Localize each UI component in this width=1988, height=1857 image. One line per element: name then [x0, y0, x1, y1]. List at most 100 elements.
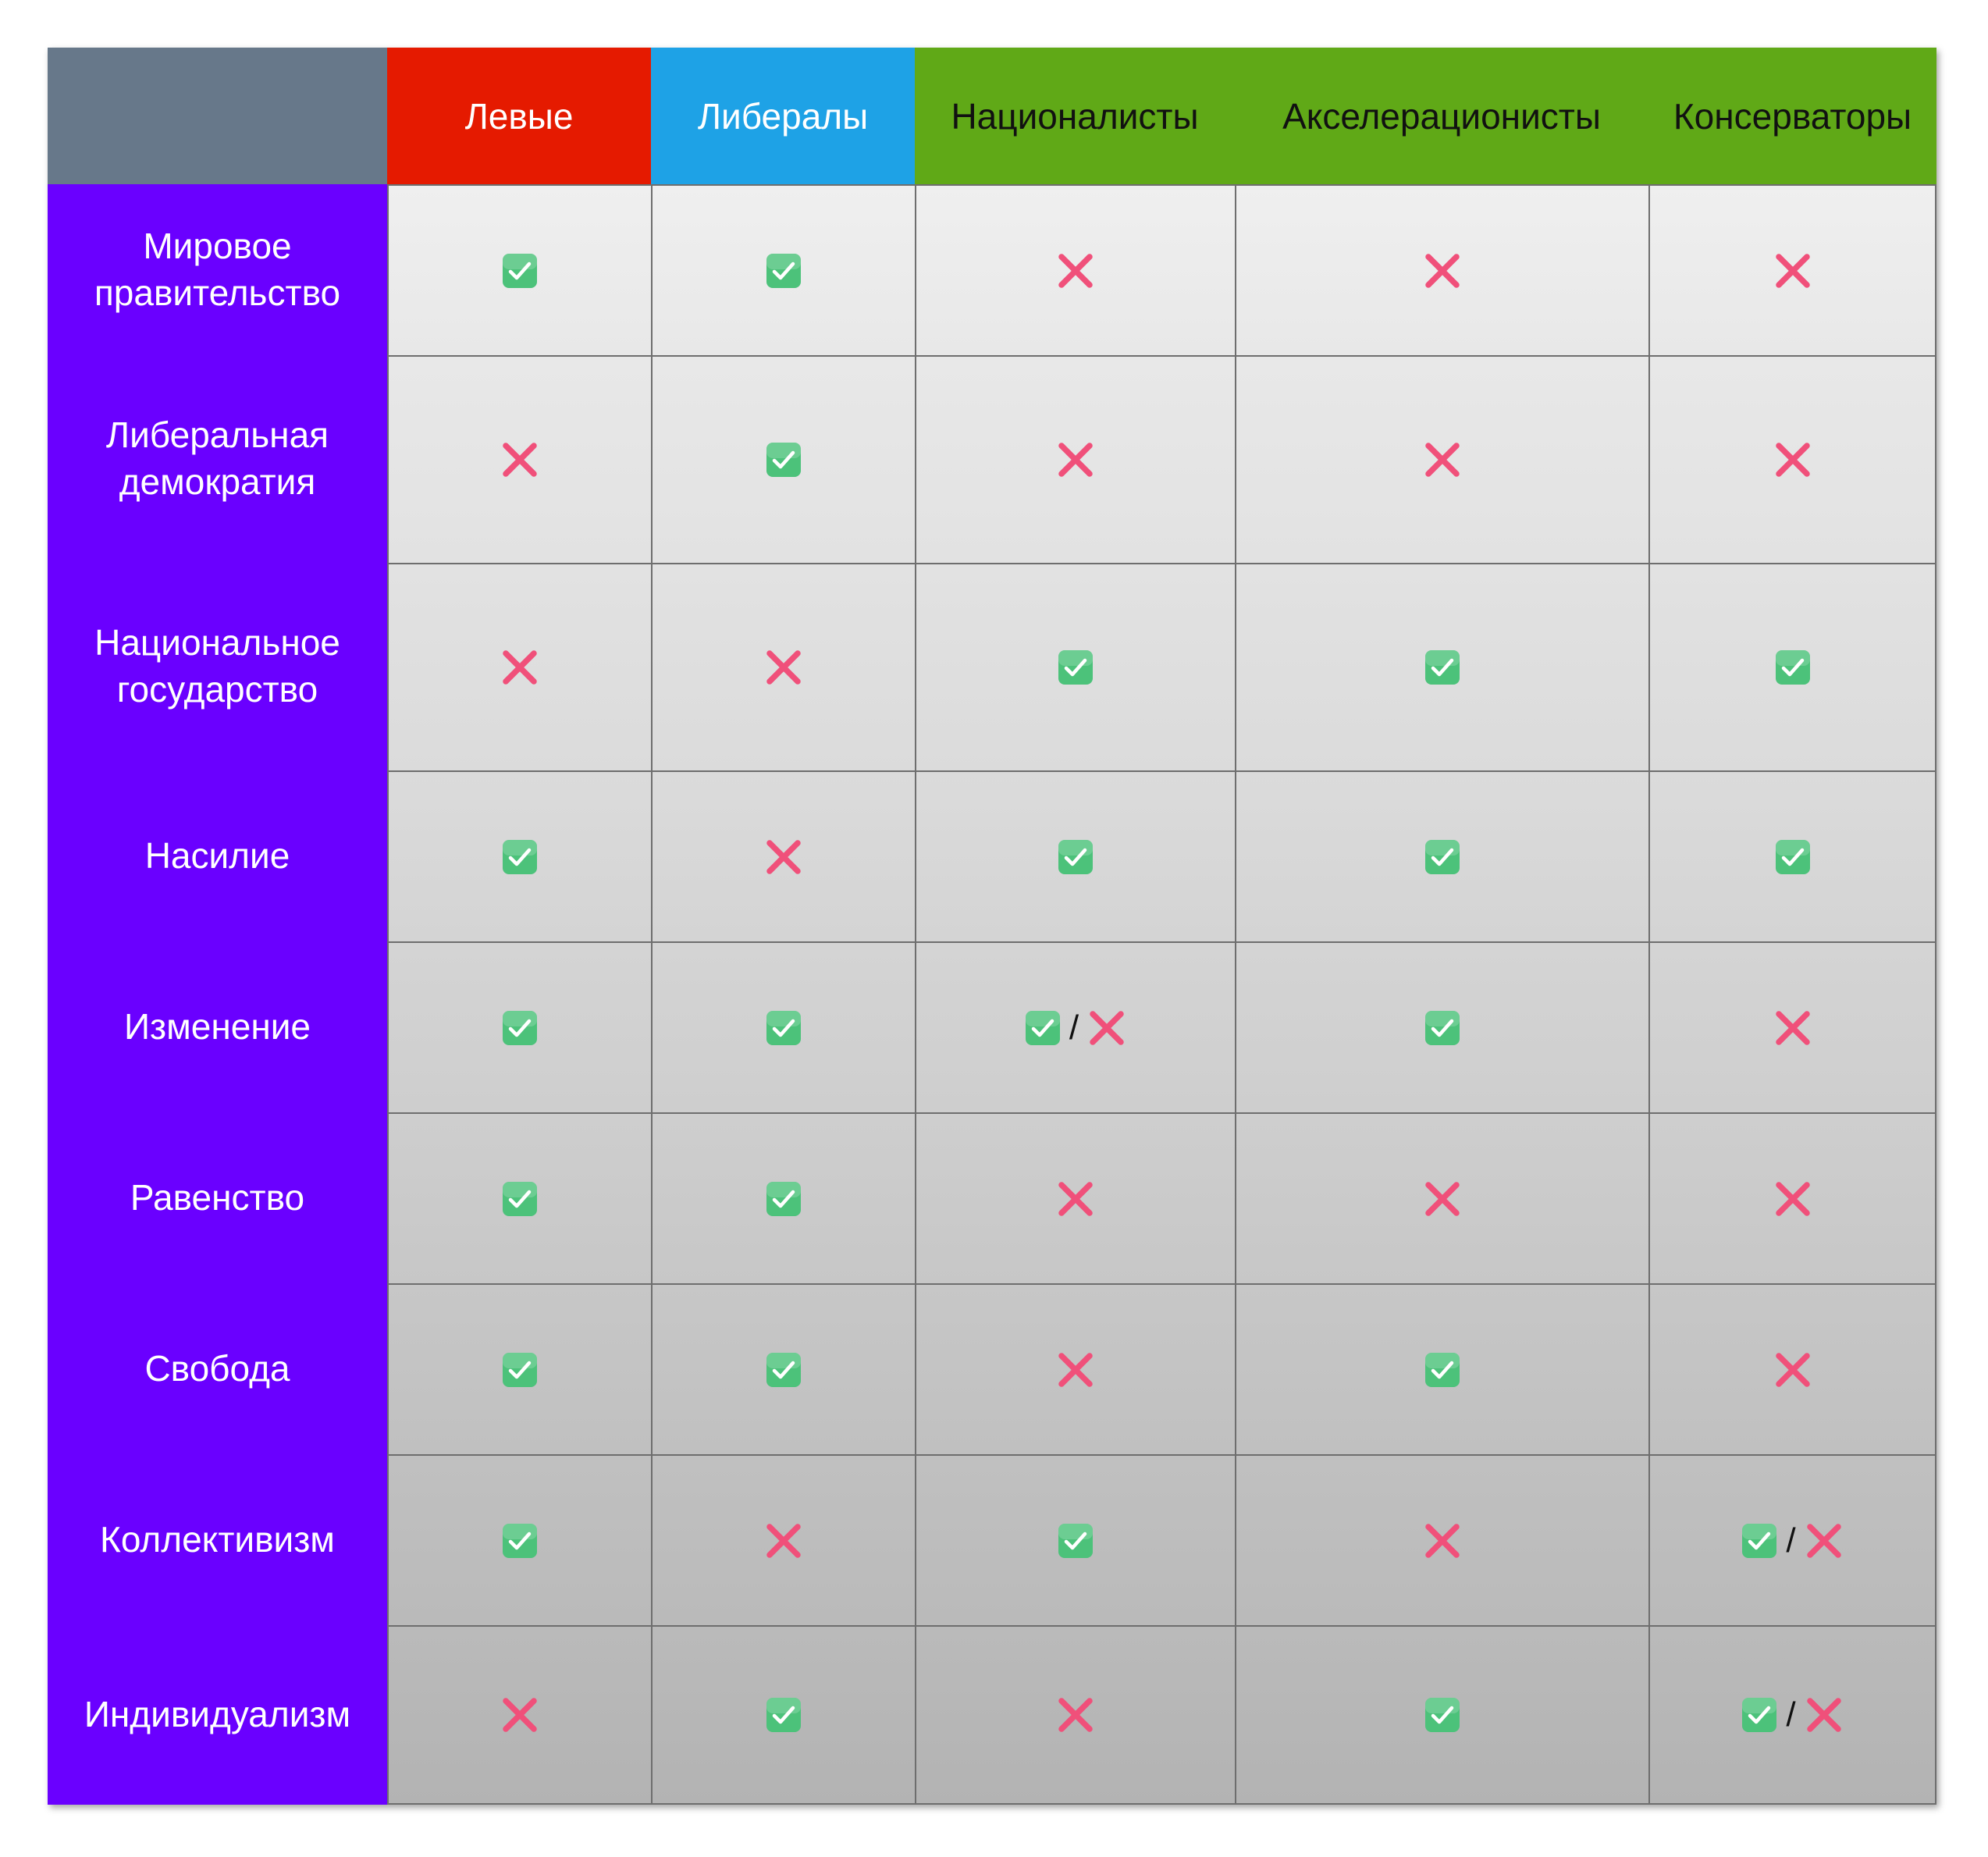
cell-symbol: [1773, 1350, 1813, 1390]
cross-icon: [1425, 1523, 1460, 1558]
check-icon: [766, 443, 801, 477]
cross-icon: [766, 650, 801, 685]
cross-icon: [1425, 253, 1460, 288]
cell-symbol: [1773, 251, 1813, 291]
table-cell: [387, 770, 651, 941]
table-cell: [651, 355, 915, 563]
check-icon: [766, 1698, 801, 1732]
cell-symbol: [765, 441, 802, 478]
row-label: Индивидуализм: [48, 1625, 387, 1805]
table-cell: [1648, 1112, 1936, 1283]
table-cell: [1235, 941, 1648, 1112]
cell-symbol: [1055, 1350, 1096, 1390]
cell-symbol: [1424, 1696, 1461, 1734]
row-label: Национальное государство: [48, 563, 387, 770]
cross-icon: [766, 839, 801, 874]
check-icon: [503, 1523, 537, 1558]
column-header: Левые: [387, 48, 651, 184]
row-label: Либеральная демократия: [48, 355, 387, 563]
cell-symbol: [500, 439, 540, 480]
cell-symbol: [765, 1351, 802, 1389]
check-icon: [1025, 1010, 1060, 1045]
table-cell: [1235, 355, 1648, 563]
row-label: Равенство: [48, 1112, 387, 1283]
comparison-table: Левые Либералы Националисты Акселерационист…: [48, 48, 1936, 1805]
cell-symbol: [1774, 838, 1812, 876]
cell-symbol: [1057, 838, 1094, 876]
cell-symbol: /: [1741, 1521, 1844, 1561]
cross-icon: [1775, 253, 1810, 288]
table-cell: [387, 1625, 651, 1805]
check-icon: [503, 1181, 537, 1216]
table-cell: [387, 355, 651, 563]
cell-symbol: [501, 1351, 539, 1389]
cell-symbol: [765, 1180, 802, 1218]
table-cell: /: [1648, 1454, 1936, 1625]
check-icon: [503, 839, 537, 874]
cell-symbol: [763, 647, 804, 688]
cell-symbol: [765, 1009, 802, 1047]
row-label: Свобода: [48, 1283, 387, 1454]
check-icon: [503, 1352, 537, 1387]
cell-symbol: [1422, 439, 1463, 480]
table-cell: [915, 770, 1235, 941]
cross-icon: [503, 650, 537, 685]
mixed-separator: /: [1786, 1521, 1796, 1560]
cross-icon: [503, 1698, 537, 1732]
cross-icon: [1806, 1698, 1841, 1732]
check-icon: [766, 1352, 801, 1387]
cell-symbol: [1055, 1179, 1096, 1219]
table-cell: [1235, 1112, 1648, 1283]
cell-symbol: [765, 1696, 802, 1734]
cross-icon: [1775, 1181, 1810, 1216]
table-cell: [915, 355, 1235, 563]
table-cell: [651, 563, 915, 770]
check-icon: [1058, 1523, 1093, 1558]
cell-symbol: [501, 838, 539, 876]
cell-symbol: [1773, 1179, 1813, 1219]
check-icon: [1058, 839, 1093, 874]
cell-symbol: [500, 647, 540, 688]
table-cell: [387, 1112, 651, 1283]
cross-icon: [766, 1523, 801, 1558]
table-cell: [1648, 355, 1936, 563]
row-label: Изменение: [48, 941, 387, 1112]
cell-symbol: [1422, 1521, 1463, 1561]
table-cell: [1648, 941, 1936, 1112]
cross-icon: [1775, 1010, 1810, 1045]
table-cell: [651, 184, 915, 355]
table-cell: [387, 1283, 651, 1454]
mixed-separator: /: [1069, 1008, 1079, 1047]
table-cell: [387, 184, 651, 355]
table-cell: [1235, 770, 1648, 941]
table-cell: [651, 1283, 915, 1454]
table-cell: [651, 770, 915, 941]
table-cell: [915, 184, 1235, 355]
check-icon: [1425, 650, 1460, 685]
table-cell: [651, 1454, 915, 1625]
table-cell: [1235, 184, 1648, 355]
cell-symbol: [763, 837, 804, 877]
table-cell: [651, 941, 915, 1112]
cross-icon: [1425, 443, 1460, 477]
table-cell: [1235, 1625, 1648, 1805]
table-cell: [387, 563, 651, 770]
check-icon: [1425, 839, 1460, 874]
check-icon: [503, 1010, 537, 1045]
cell-symbol: [1055, 251, 1096, 291]
cell-symbol: [501, 1009, 539, 1047]
column-header: Националисты: [915, 48, 1235, 184]
cell-symbol: [501, 1180, 539, 1218]
cross-icon: [1775, 1352, 1810, 1387]
cell-symbol: /: [1024, 1008, 1127, 1048]
cross-icon: [1090, 1010, 1124, 1045]
check-icon: [1425, 1010, 1460, 1045]
table-cell: [1648, 770, 1936, 941]
cell-symbol: [763, 1521, 804, 1561]
cell-symbol: [1774, 649, 1812, 686]
table-cell: [1648, 563, 1936, 770]
check-icon: [766, 1181, 801, 1216]
check-icon: [766, 1010, 801, 1045]
row-label: Коллективизм: [48, 1454, 387, 1625]
table-cell: [1648, 1283, 1936, 1454]
